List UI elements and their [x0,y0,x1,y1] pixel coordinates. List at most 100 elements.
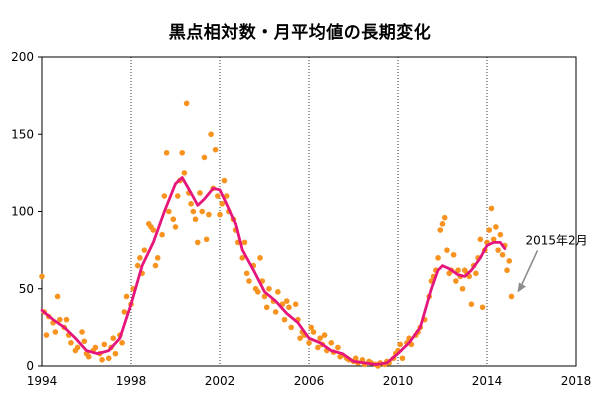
monthly-point [105,355,112,362]
x-tick-label: 2002 [205,374,236,388]
monthly-point [219,200,226,207]
monthly-point [266,285,272,292]
monthly-point [453,278,459,284]
monthly-point [397,341,404,348]
monthly-point [110,335,116,341]
monthly-point [435,255,441,261]
monthly-point [499,251,506,258]
monthly-point [288,324,295,331]
monthly-point [39,273,45,280]
monthly-point [459,285,466,292]
monthly-point [455,267,461,274]
monthly-point [121,309,128,315]
monthly-point [286,304,292,311]
annotation-arrow-head [517,282,526,293]
monthly-point [306,340,312,346]
monthly-point [170,216,177,223]
monthly-points-group [39,100,515,369]
monthly-point [221,177,228,184]
monthly-point [99,357,105,363]
monthly-point [199,208,205,215]
monthly-point [473,270,479,277]
monthly-point [54,293,61,300]
monthly-point [183,100,190,107]
monthly-point [444,247,450,253]
moving-average-line [40,176,507,366]
monthly-point [308,324,315,331]
monthly-point [283,298,290,304]
monthly-point [43,332,50,338]
monthly-point [239,255,246,261]
monthly-point [203,236,210,243]
monthly-point [490,236,497,243]
monthly-point [206,211,212,218]
x-tick-label: 1998 [116,374,147,388]
monthly-point [439,221,446,227]
monthly-point [172,224,179,230]
monthly-point [495,247,501,253]
monthly-point [292,301,299,308]
monthly-point [194,239,201,246]
monthly-point [163,149,170,156]
monthly-point [488,205,495,212]
monthly-point [159,231,165,238]
monthly-point [101,341,108,348]
monthly-point [437,227,444,233]
monthly-point [201,154,208,161]
monthly-point [208,131,214,138]
monthly-point [123,293,130,300]
monthly-point [81,338,88,345]
monthly-point [217,211,223,218]
monthly-point [212,146,219,153]
y-tick-label: 150 [11,127,34,141]
monthly-point [79,329,85,335]
x-tick-label: 2014 [472,374,503,388]
monthly-point [352,355,359,362]
monthly-point [441,214,448,221]
monthly-point [179,149,185,156]
monthly-point [506,258,513,264]
monthly-point [137,255,143,261]
monthly-point [263,304,270,311]
y-tick-label: 200 [11,50,34,64]
monthly-point [317,335,323,341]
monthly-point [57,316,63,323]
monthly-point [85,353,92,360]
monthly-point [255,289,261,295]
monthly-point [63,316,70,323]
x-tick-label: 2006 [294,374,325,388]
x-tick-label: 1994 [27,374,58,388]
monthly-point [197,190,203,196]
monthly-point [477,236,484,243]
monthly-point [450,251,457,258]
monthly-point [321,332,328,338]
monthly-point [154,255,161,261]
monthly-point [190,208,197,215]
monthly-point [119,340,125,346]
x-tick-label: 2018 [561,374,592,388]
monthly-point [508,293,515,300]
plot-frame [41,56,577,367]
annotation-arrow-shaft [519,250,539,288]
monthly-point [310,329,317,335]
monthly-point [152,262,159,269]
y-tick-label: 0 [26,359,34,373]
monthly-point [479,304,486,311]
monthly-point [335,344,341,351]
x-tick-label: 2010 [383,374,414,388]
monthly-point [328,340,335,346]
monthly-point [261,293,268,300]
monthly-point [92,344,99,351]
y-tick-label: 100 [11,205,34,219]
monthly-point [504,267,510,274]
monthly-point [493,224,499,230]
monthly-point [257,255,263,261]
monthly-point [272,309,279,315]
monthly-point [297,335,303,341]
monthly-point [188,200,194,207]
monthly-point [468,301,475,308]
monthly-point [181,170,188,176]
monthly-point [315,344,321,351]
monthly-point [174,193,181,199]
